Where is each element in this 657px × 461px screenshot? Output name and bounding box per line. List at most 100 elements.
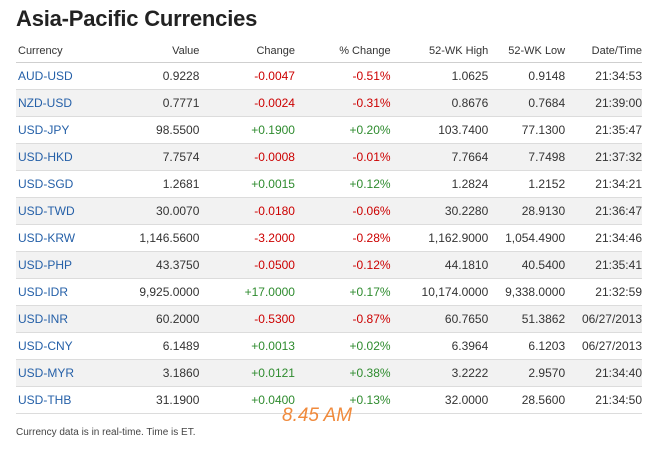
value-cell: 9,925.0000 xyxy=(105,278,200,306)
value-cell: 3.1860 xyxy=(105,359,200,387)
pct-change-cell: +0.02% xyxy=(294,332,391,360)
high-cell: 7.7664 xyxy=(390,143,489,171)
column-header-pct-change[interactable]: % Change xyxy=(294,40,391,63)
value-cell: 0.7771 xyxy=(105,89,200,117)
high-cell: 6.3964 xyxy=(390,332,489,360)
datetime-cell: 06/27/2013 xyxy=(565,305,642,333)
high-cell: 30.2280 xyxy=(390,197,489,225)
table-body: AUD-USD 0.9228 -0.0047 -0.51% 1.0625 0.9148 21… xyxy=(16,62,642,414)
datetime-cell: 21:35:47 xyxy=(565,116,642,144)
datetime-cell: 21:39:00 xyxy=(565,89,642,117)
currency-link[interactable]: USD-TWD xyxy=(16,197,106,225)
low-cell: 6.1203 xyxy=(488,332,566,360)
high-cell: 1.2824 xyxy=(390,170,489,198)
column-header-datetime[interactable]: Date/Time xyxy=(565,40,642,63)
high-cell: 32.0000 xyxy=(390,386,489,414)
column-header-52wk-high[interactable]: 52-WK High xyxy=(390,40,489,63)
pct-change-cell: +0.17% xyxy=(294,278,391,306)
low-cell: 28.9130 xyxy=(488,197,566,225)
pct-change-cell: -0.01% xyxy=(294,143,391,171)
datetime-cell: 21:35:41 xyxy=(565,251,642,279)
datetime-cell: 21:37:32 xyxy=(565,143,642,171)
datetime-cell: 21:34:21 xyxy=(565,170,642,198)
pct-change-cell: +0.13% xyxy=(294,386,391,414)
low-cell: 0.9148 xyxy=(488,62,566,90)
currency-link[interactable]: USD-KRW xyxy=(16,224,106,252)
high-cell: 1.0625 xyxy=(390,62,489,90)
datetime-cell: 21:34:50 xyxy=(565,386,642,414)
low-cell: 2.9570 xyxy=(488,359,566,387)
datetime-cell: 21:34:46 xyxy=(565,224,642,252)
column-header-52wk-low[interactable]: 52-WK Low xyxy=(488,40,566,63)
table-row: USD-HKD 7.7574 -0.0008 -0.01% 7.7664 7.7498 21… xyxy=(16,143,642,171)
currency-table: Currency Value Change % Change 52-WK Hig… xyxy=(16,40,642,414)
value-cell: 0.9228 xyxy=(105,62,200,90)
pct-change-cell: -0.31% xyxy=(294,89,391,117)
pct-change-cell: -0.12% xyxy=(294,251,391,279)
currency-link[interactable]: AUD-USD xyxy=(16,62,106,90)
timestamp-annotation: 8.45 AM xyxy=(282,405,353,426)
currency-link[interactable]: USD-INR xyxy=(16,305,106,333)
currency-link[interactable]: USD-SGD xyxy=(16,170,106,198)
high-cell: 0.8676 xyxy=(390,89,489,117)
change-cell: +0.0121 xyxy=(199,359,295,387)
table-header-row: Currency Value Change % Change 52-WK Hig… xyxy=(16,40,642,63)
page-title: Asia-Pacific Currencies xyxy=(16,6,258,31)
table-row: USD-KRW 1,146.5600 -3.2000 -0.28% 1,162.9000… xyxy=(16,224,642,252)
low-cell: 51.3862 xyxy=(488,305,566,333)
change-cell: -0.5300 xyxy=(199,305,295,333)
table-row: USD-MYR 3.1860 +0.0121 +0.38% 3.2222 2.9570 21… xyxy=(16,359,642,387)
high-cell: 3.2222 xyxy=(390,359,489,387)
pct-change-cell: -0.87% xyxy=(294,305,391,333)
low-cell: 7.7498 xyxy=(488,143,566,171)
pct-change-cell: -0.51% xyxy=(294,62,391,90)
value-cell: 98.5500 xyxy=(105,116,200,144)
currency-link[interactable]: USD-CNY xyxy=(16,332,106,360)
pct-change-cell: +0.20% xyxy=(294,116,391,144)
datetime-cell: 06/27/2013 xyxy=(565,332,642,360)
high-cell: 10,174.0000 xyxy=(390,278,489,306)
change-cell: +0.0400 xyxy=(199,386,295,414)
currency-link[interactable]: USD-JPY xyxy=(16,116,106,144)
low-cell: 0.7684 xyxy=(488,89,566,117)
table-row: AUD-USD 0.9228 -0.0047 -0.51% 1.0625 0.9148 21… xyxy=(16,62,642,90)
change-cell: +17.0000 xyxy=(199,278,295,306)
table-row: USD-THB 31.1900 +0.0400 +0.13% 32.0000 28.560… xyxy=(16,386,642,414)
change-cell: -0.0008 xyxy=(199,143,295,171)
column-header-change[interactable]: Change xyxy=(199,40,295,63)
table-row: NZD-USD 0.7771 -0.0024 -0.31% 0.8676 0.7684 21… xyxy=(16,89,642,117)
currency-link[interactable]: USD-PHP xyxy=(16,251,106,279)
pct-change-cell: -0.06% xyxy=(294,197,391,225)
column-header-currency[interactable]: Currency xyxy=(16,40,106,63)
change-cell: -0.0024 xyxy=(199,89,295,117)
change-cell: +0.1900 xyxy=(199,116,295,144)
footer-note: Currency data is in real-time. Time is E… xyxy=(16,427,196,438)
value-cell: 31.1900 xyxy=(105,386,200,414)
high-cell: 1,162.9000 xyxy=(390,224,489,252)
currency-link[interactable]: USD-MYR xyxy=(16,359,106,387)
high-cell: 103.7400 xyxy=(390,116,489,144)
currency-link[interactable]: USD-THB xyxy=(16,386,106,414)
value-cell: 1.2681 xyxy=(105,170,200,198)
high-cell: 60.7650 xyxy=(390,305,489,333)
change-cell: +0.0013 xyxy=(199,332,295,360)
table-row: USD-SGD 1.2681 +0.0015 +0.12% 1.2824 1.2152 21… xyxy=(16,170,642,198)
currency-link[interactable]: USD-IDR xyxy=(16,278,106,306)
column-header-value[interactable]: Value xyxy=(105,40,200,63)
datetime-cell: 21:32:59 xyxy=(565,278,642,306)
currency-link[interactable]: NZD-USD xyxy=(16,89,106,117)
low-cell: 1.2152 xyxy=(488,170,566,198)
change-cell: +0.0015 xyxy=(199,170,295,198)
change-cell: -3.2000 xyxy=(199,224,295,252)
change-cell: -0.0500 xyxy=(199,251,295,279)
table-row: USD-JPY 98.5500 +0.1900 +0.20% 103.7400 77.13… xyxy=(16,116,642,144)
datetime-cell: 21:34:40 xyxy=(565,359,642,387)
pct-change-cell: -0.28% xyxy=(294,224,391,252)
table-row: USD-INR 60.2000 -0.5300 -0.87% 60.7650 51.386… xyxy=(16,305,642,333)
table-row: USD-TWD 30.0070 -0.0180 -0.06% 30.2280 28.913… xyxy=(16,197,642,225)
low-cell: 1,054.4900 xyxy=(488,224,566,252)
change-cell: -0.0180 xyxy=(199,197,295,225)
table-row: USD-CNY 6.1489 +0.0013 +0.02% 6.3964 6.1203 06… xyxy=(16,332,642,360)
currency-link[interactable]: USD-HKD xyxy=(16,143,106,171)
value-cell: 6.1489 xyxy=(105,332,200,360)
